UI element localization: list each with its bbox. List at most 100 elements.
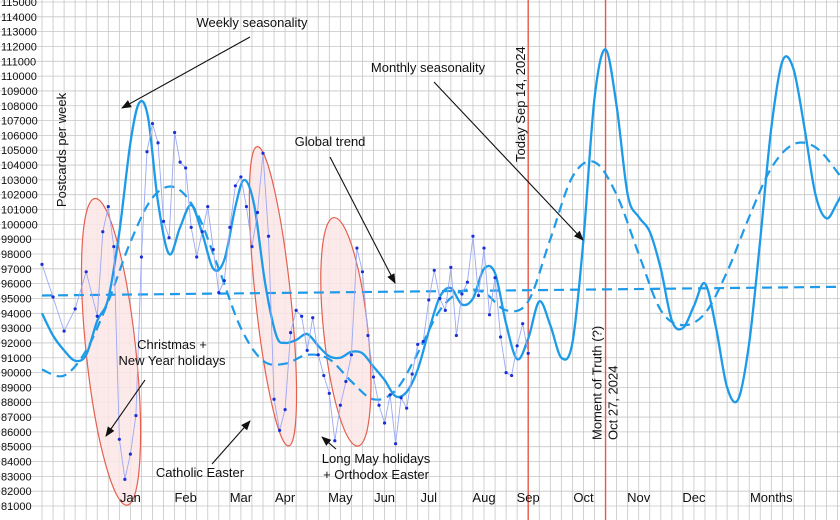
y-tick-label: 106000 <box>1 130 38 142</box>
y-tick-label: 112000 <box>1 41 37 53</box>
data-point <box>438 296 442 301</box>
data-point <box>471 234 475 238</box>
data-point <box>184 166 188 170</box>
x-tick-label: Jul <box>420 490 437 505</box>
y-tick-label: 90000 <box>1 368 32 380</box>
data-point <box>73 307 77 311</box>
data-point <box>233 184 237 188</box>
weekly-seasonality-line <box>40 48 840 404</box>
data-point <box>283 408 287 412</box>
x-tick-label: May <box>328 490 353 505</box>
data-point <box>106 204 110 209</box>
data-point <box>277 428 282 432</box>
y-axis-label: Postcards per week <box>54 92 69 207</box>
data-point <box>344 379 348 384</box>
y-tick-label: 109000 <box>1 86 38 98</box>
data-point <box>416 342 420 347</box>
data-point <box>95 314 99 318</box>
data-point <box>311 316 315 320</box>
marker-label: Oct 27, 2024 <box>606 366 621 440</box>
annotation-text: Christmas + <box>137 337 207 352</box>
data-point <box>128 452 132 456</box>
y-tick-label: 102000 <box>1 190 38 202</box>
data-point <box>333 439 337 443</box>
data-point <box>206 204 210 209</box>
data-point <box>156 141 160 145</box>
data-point <box>382 421 387 425</box>
data-point <box>316 353 320 357</box>
y-tick-label: 82000 <box>1 486 32 498</box>
y-tick-label: 113000 <box>1 27 37 39</box>
annotation-text: Catholic Easter <box>156 465 245 480</box>
y-tick-label: 107000 <box>1 116 38 128</box>
data-point <box>377 403 381 407</box>
global-trend-line <box>41 285 840 297</box>
data-point <box>454 333 458 338</box>
data-point <box>62 329 66 333</box>
y-tick-label: 114000 <box>1 12 37 24</box>
data-point <box>338 403 342 407</box>
data-point <box>211 247 215 252</box>
x-tick-label: Months <box>750 490 793 505</box>
data-point <box>449 265 453 269</box>
y-tick-label: 81000 <box>1 501 32 513</box>
annotation-arrow <box>211 420 251 465</box>
x-tick-label: Nov <box>627 490 651 505</box>
data-point <box>266 234 271 238</box>
data-point <box>360 270 365 274</box>
y-tick-label: 111000 <box>1 56 36 68</box>
y-tick-label: 115000 <box>1 0 37 9</box>
annotation-text: Global trend <box>295 134 366 149</box>
x-axis-months: Jan Feb Mar Apr May Jun Jul Aug Sep Oct Nov Dec Mont… <box>120 490 793 505</box>
data-point <box>394 442 398 446</box>
y-tick-label: 83000 <box>1 471 32 483</box>
data-point <box>410 372 414 376</box>
data-point <box>504 370 508 375</box>
data-point <box>173 130 177 135</box>
data-point <box>239 175 243 179</box>
data-point <box>167 236 171 240</box>
y-tick-label: 92000 <box>1 338 32 350</box>
y-tick-label: 97000 <box>1 264 32 276</box>
data-point <box>250 244 254 249</box>
holiday-ellipse <box>248 146 298 447</box>
x-tick-label: Jan <box>120 490 141 505</box>
y-tick-label: 103000 <box>1 175 38 187</box>
annotation-text: + Orthodox Easter <box>323 467 430 482</box>
data-point <box>322 373 326 378</box>
data-point <box>178 160 182 164</box>
y-tick-label: 88000 <box>1 397 32 409</box>
marker-label: Today Sep 14, 2024 <box>513 46 528 162</box>
data-point <box>51 295 55 299</box>
y-tick-label: 101000 <box>1 205 38 217</box>
data-point <box>255 210 260 215</box>
data-point <box>460 292 464 296</box>
data-point <box>399 396 403 400</box>
data-point <box>40 262 44 266</box>
y-tick-label: 85000 <box>1 442 32 454</box>
x-tick-label: Feb <box>174 490 196 505</box>
data-point <box>482 246 486 250</box>
data-point <box>261 151 265 155</box>
data-point <box>405 406 409 410</box>
data-point <box>327 391 331 395</box>
annotation-text: Weekly seasonality <box>196 15 308 30</box>
y-tick-label: 108000 <box>1 101 38 113</box>
data-point <box>272 397 276 401</box>
y-tick-label: 94000 <box>1 308 32 320</box>
data-point <box>476 293 481 298</box>
data-point <box>294 308 298 312</box>
data-point <box>101 230 105 234</box>
y-tick-label: 100000 <box>1 219 38 231</box>
data-point <box>510 373 514 378</box>
data-point <box>195 255 199 259</box>
monthly-seasonality-line <box>41 141 840 401</box>
data-point <box>139 255 144 259</box>
data-point <box>112 244 116 249</box>
data-point <box>117 437 121 441</box>
holiday-ellipse <box>320 216 372 447</box>
annotation-arrow <box>105 379 146 437</box>
y-tick-label: 95000 <box>1 293 32 305</box>
